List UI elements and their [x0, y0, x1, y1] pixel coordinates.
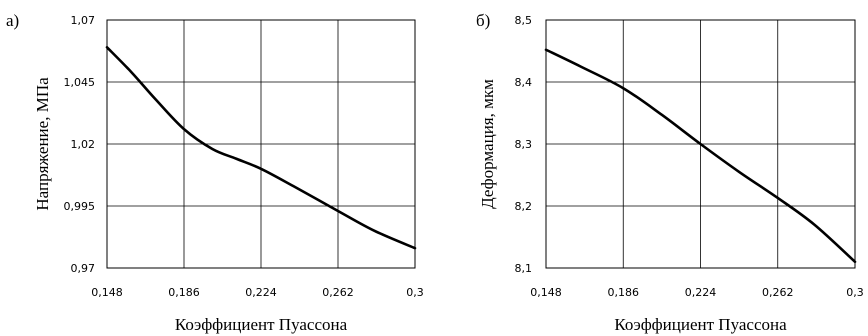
chart-1-plot-frame [106, 19, 416, 269]
chart-1-y-tick-label: 1,02 [71, 138, 96, 151]
chart-2-y-tick-label: 8,5 [515, 14, 533, 27]
chart-2-x-tick-label: 0,186 [608, 286, 640, 299]
chart-2-x-tick-label: 0,224 [685, 286, 717, 299]
chart-2-y-axis-label: Деформация, мкм [478, 79, 497, 209]
chart-2-y-tick-label: 8,1 [515, 262, 533, 275]
chart-1-x-axis-label: Коэффициент Пуассона [175, 315, 348, 334]
chart-1-x-tick-label: 0,3 [406, 286, 424, 299]
chart-2-x-tick-label: 0,262 [762, 286, 794, 299]
chart-1-y-tick-label: 1,045 [64, 76, 96, 89]
chart-1-y-tick-label: 0,995 [64, 200, 96, 213]
chart-2-y-tick-label: 8,3 [515, 138, 533, 151]
chart-1-x-tick-label: 0,186 [168, 286, 200, 299]
chart-1-y-axis-label: Напряжение, МПа [33, 77, 52, 211]
chart-2-y-tick-label: 8,2 [515, 200, 533, 213]
chart-2-x-axis-label: Коэффициент Пуассона [614, 315, 787, 334]
chart-1-x-tick-label: 0,262 [322, 286, 354, 299]
chart-2-y-tick-label: 8,4 [515, 76, 533, 89]
chart-1-x-tick-label: 0,224 [245, 286, 277, 299]
chart-2-panel-label: б) [476, 11, 490, 30]
chart-2-x-tick-label: 0,3 [846, 286, 864, 299]
chart-1-y-tick-label: 0,97 [71, 262, 96, 275]
chart-2-x-tick-label: 0,148 [530, 286, 562, 299]
chart-2-series-line-1 [544, 48, 857, 264]
chart-1-series-line-1 [105, 45, 417, 250]
chart-2-plot-frame [545, 19, 856, 269]
chart-1-y-tick-label: 1,07 [71, 14, 96, 27]
chart-1-x-tick-label: 0,148 [91, 286, 123, 299]
chart-1-panel-label: а) [6, 11, 19, 30]
